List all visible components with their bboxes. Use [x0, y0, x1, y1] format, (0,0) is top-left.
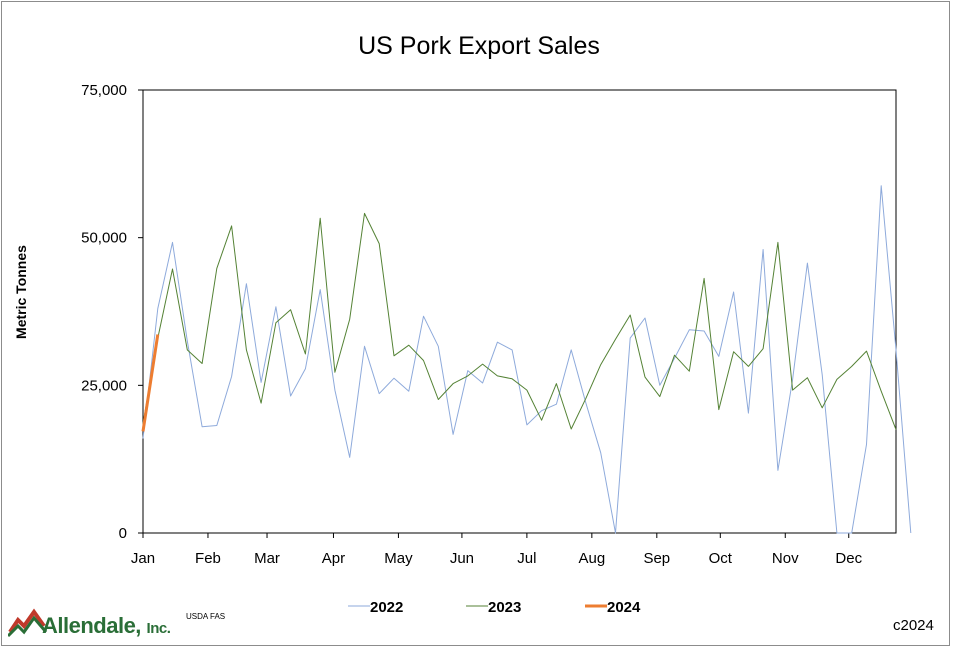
y-tick-label: 0	[119, 525, 127, 542]
y-tick-label: 50,000	[81, 230, 127, 247]
legend-label-2023: 2023	[488, 599, 521, 616]
series-line-2022	[142, 185, 912, 534]
legend: 2022 2023 2024	[348, 599, 641, 616]
y-axis-label: Metric Tonnes	[13, 245, 29, 339]
series-line-2024	[141, 334, 160, 432]
logo-suffix: Inc.	[146, 620, 171, 637]
copyright-note: c2024	[893, 617, 934, 634]
y-tick-label: 75,000	[81, 82, 127, 99]
plot-area	[142, 89, 897, 534]
x-tick-label: Dec	[835, 550, 862, 567]
logo-wordmark: Allendale,	[42, 613, 141, 638]
y-tick-label: 25,000	[81, 377, 127, 394]
x-tick-label: Jul	[517, 550, 536, 567]
x-tick-label: May	[384, 550, 413, 567]
x-tick-label: Oct	[709, 550, 733, 567]
series-layer	[141, 185, 912, 534]
series-line-2023	[142, 212, 897, 430]
x-tick-label: Sep	[643, 550, 670, 567]
y-axis: 0 25,000 50,000 75,000	[81, 82, 143, 542]
x-tick-label: Jan	[131, 550, 155, 567]
allendale-logo-icon	[8, 608, 48, 638]
x-tick-label: Aug	[578, 550, 605, 567]
allendale-logo: Allendale, Inc.	[8, 606, 208, 642]
x-tick-label: Jun	[450, 550, 474, 567]
x-tick-label: Mar	[254, 550, 280, 567]
source-note: USDA FAS	[186, 612, 226, 621]
x-tick-label: Feb	[195, 550, 221, 567]
x-tick-label: Apr	[322, 550, 345, 567]
chart-title: US Pork Export Sales	[358, 32, 600, 60]
x-tick-label: Nov	[772, 550, 799, 567]
legend-label-2024: 2024	[607, 599, 641, 616]
x-axis: Jan Feb Mar Apr May Jun Jul Aug Sep Oct Nov Dec	[131, 533, 863, 567]
legend-label-2022: 2022	[370, 599, 403, 616]
